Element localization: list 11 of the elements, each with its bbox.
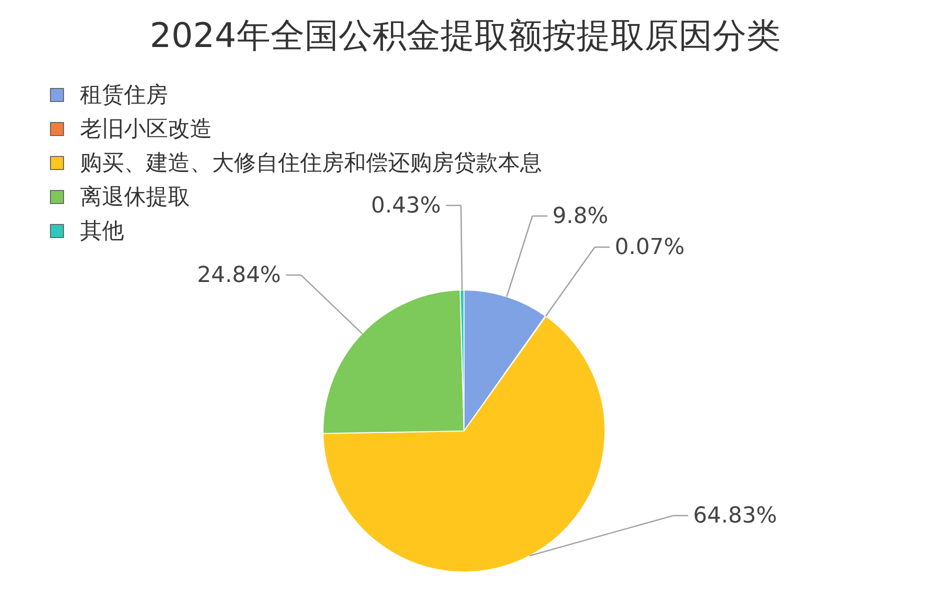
data-label: 0.43% — [371, 193, 441, 218]
data-label: 0.07% — [614, 235, 685, 260]
data-label: 64.83% — [693, 504, 778, 529]
legend-label: 离退休提取 — [80, 185, 190, 210]
chart-title: 2024年全国公积金提取额按提取原因分类 — [150, 16, 780, 56]
data-label: 9.8% — [552, 204, 608, 230]
legend-label: 购买、建造、大修自住住房和偿还购房贷款本息 — [80, 151, 542, 176]
legend-label: 租赁住房 — [80, 83, 168, 108]
legend-label: 老旧小区改造 — [80, 117, 212, 142]
data-label: 24.84% — [197, 263, 281, 288]
legend-label: 其他 — [80, 219, 124, 244]
